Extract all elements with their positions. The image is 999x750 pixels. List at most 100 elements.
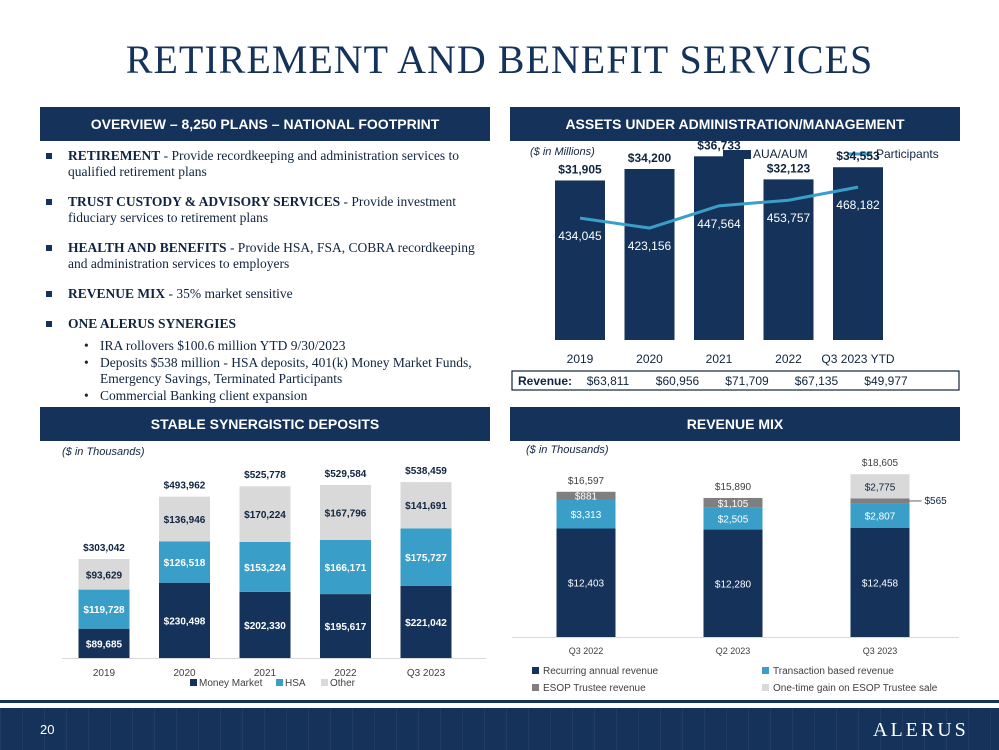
revmix-segment-label: $12,403 (568, 579, 605, 590)
aua-bar (833, 167, 883, 340)
revmix-segment-label: $12,458 (862, 578, 899, 589)
deposits-segment-label: $89,685 (86, 639, 123, 650)
overview-header: OVERVIEW – 8,250 PLANS – NATIONAL FOOTPR… (40, 107, 490, 141)
revmix-total-label: $15,890 (715, 482, 752, 493)
revmix-legend-swatch (532, 684, 539, 691)
revenue-value: $49,977 (864, 374, 908, 388)
revmix-segment (850, 527, 910, 637)
deposits-segment-label: $195,617 (325, 622, 367, 633)
revmix-segment (556, 528, 616, 637)
aua-bar-label: $34,553 (836, 149, 880, 163)
deposits-legend-swatch (190, 679, 197, 686)
participants-label: 453,757 (767, 211, 811, 225)
aua-bar-label: $31,905 (558, 162, 602, 176)
aua-bar-label: $32,123 (767, 161, 811, 175)
deposits-legend-swatch (321, 679, 328, 686)
deposits-segment-label: $221,042 (405, 618, 447, 629)
deposits-segment (78, 628, 130, 658)
legend-label-aua: AUA/AUM (753, 147, 808, 161)
deposits-legend-swatch (276, 679, 283, 686)
deposits-segment-label: $230,498 (164, 616, 206, 627)
revmix-total-label: $16,597 (568, 476, 605, 487)
deposits-total-label: $525,778 (244, 470, 286, 481)
deposits-segment-label: $166,171 (325, 563, 367, 574)
deposits-segment (159, 582, 210, 658)
revmix-x-tick: Q3 2023 (863, 646, 898, 656)
revmix-x-tick: Q3 2022 (569, 646, 604, 656)
participants-line (579, 185, 859, 230)
deposits-segment-label: $141,691 (405, 501, 447, 512)
footer-band (0, 708, 999, 750)
bullet-trust: TRUST CUSTODY & ADVISORY SERVICES - Prov… (44, 194, 484, 226)
revmix-segment-label: $2,807 (865, 512, 896, 523)
revmix-legend-swatch (532, 667, 539, 674)
aua-units-note: ($ in Millions) (530, 146, 595, 158)
deposits-segment-label: $175,727 (405, 553, 447, 564)
deposits-segment-label: $153,224 (244, 563, 286, 574)
bullet-synergies: ONE ALERUS SYNERGIES IRA rollovers $100.… (44, 316, 484, 404)
deposits-x-tick: 2021 (254, 668, 277, 679)
deposits-segment-label: $126,518 (164, 558, 206, 569)
revmix-total-label: $18,605 (862, 458, 899, 469)
page-number: 20 (40, 722, 55, 737)
alerus-logo: ALERUS (873, 719, 969, 741)
synergy-item: Commercial Banking client expansion (84, 388, 484, 404)
deposits-legend-label: HSA (285, 678, 306, 689)
revmix-segment-label: $881 (575, 492, 598, 503)
revmix-segment-label: $1,105 (718, 499, 749, 510)
participants-label: 468,182 (836, 198, 880, 212)
deposits-segment (239, 591, 291, 658)
revmix-segment-label: $2,775 (865, 482, 896, 493)
legend-swatch-aua (723, 150, 751, 159)
revmix-units-note: ($ in Thousands) (526, 444, 609, 456)
revmix-legend-label: One-time gain on ESOP Trustee sale (773, 683, 938, 694)
deposits-x-tick: 2022 (334, 668, 357, 679)
aua-bar-label: $34,200 (628, 151, 672, 165)
participants-label: 434,045 (558, 229, 602, 243)
revenue-value: $63,811 (587, 374, 630, 388)
deposits-segment (400, 528, 452, 586)
revmix-segment-label: $3,313 (571, 510, 602, 521)
deposits-chart: $89,685 $119,728 $93,629 $303,042 2019 $230,4… (62, 466, 486, 689)
revmix-legend-label: ESOP Trustee revenue (543, 683, 646, 694)
revmix-legend-swatch (762, 684, 769, 691)
deposits-segment (159, 496, 210, 542)
revmix-segment (556, 499, 616, 529)
revmix-legend-label: Recurring annual revenue (543, 666, 659, 677)
deposits-total-label: $303,042 (83, 543, 125, 554)
deposits-segment-label: $136,946 (164, 515, 206, 526)
deposits-units-note: ($ in Thousands) (62, 446, 145, 458)
deposits-segment (78, 589, 130, 629)
deposits-header: STABLE SYNERGISTIC DEPOSITS (40, 407, 490, 441)
deposits-segment (400, 482, 452, 529)
deposits-segment (400, 585, 452, 658)
bullet-revenue-mix: REVENUE MIX - 35% market sensitive (44, 286, 484, 302)
deposits-segment (320, 485, 371, 540)
aua-x-tick: Q3 2023 YTD (821, 352, 894, 366)
deposits-legend-label: Other (330, 678, 356, 689)
revmix-x-tick: Q2 2023 (716, 646, 751, 656)
revmix-legend-swatch (762, 667, 769, 674)
participants-label: 423,156 (628, 239, 672, 253)
footer-divider (0, 700, 999, 703)
deposits-segment (239, 486, 291, 542)
revmix-segment-label: $565 (925, 496, 948, 507)
revenue-value: $67,135 (795, 374, 839, 388)
deposits-total-label: $493,962 (164, 481, 206, 492)
overview-bullets: RETIREMENT - Provide recordkeeping and a… (44, 148, 484, 418)
deposits-total-label: $529,584 (325, 469, 367, 480)
revenue-row-box (511, 370, 960, 391)
revenue-value: $71,709 (725, 374, 769, 388)
aua-header: ASSETS UNDER ADMINISTRATION/MANAGEMENT (510, 107, 960, 141)
deposits-segment (239, 541, 291, 592)
aua-x-tick: 2019 (567, 352, 594, 366)
revmix-segment (703, 497, 763, 508)
aua-x-tick: 2021 (706, 352, 733, 366)
deposits-segment-label: $170,224 (244, 510, 286, 521)
aua-bar (555, 180, 605, 340)
bullet-retirement: RETIREMENT - Provide recordkeeping and a… (44, 148, 484, 180)
deposits-segment-label: $93,629 (86, 570, 123, 581)
revmix-segment (850, 498, 910, 504)
revenue-mix-chart: $12,403 $3,313 $881 $16,597 Q3 2022 $12,280 $2… (512, 458, 959, 694)
aua-bar (694, 156, 744, 340)
